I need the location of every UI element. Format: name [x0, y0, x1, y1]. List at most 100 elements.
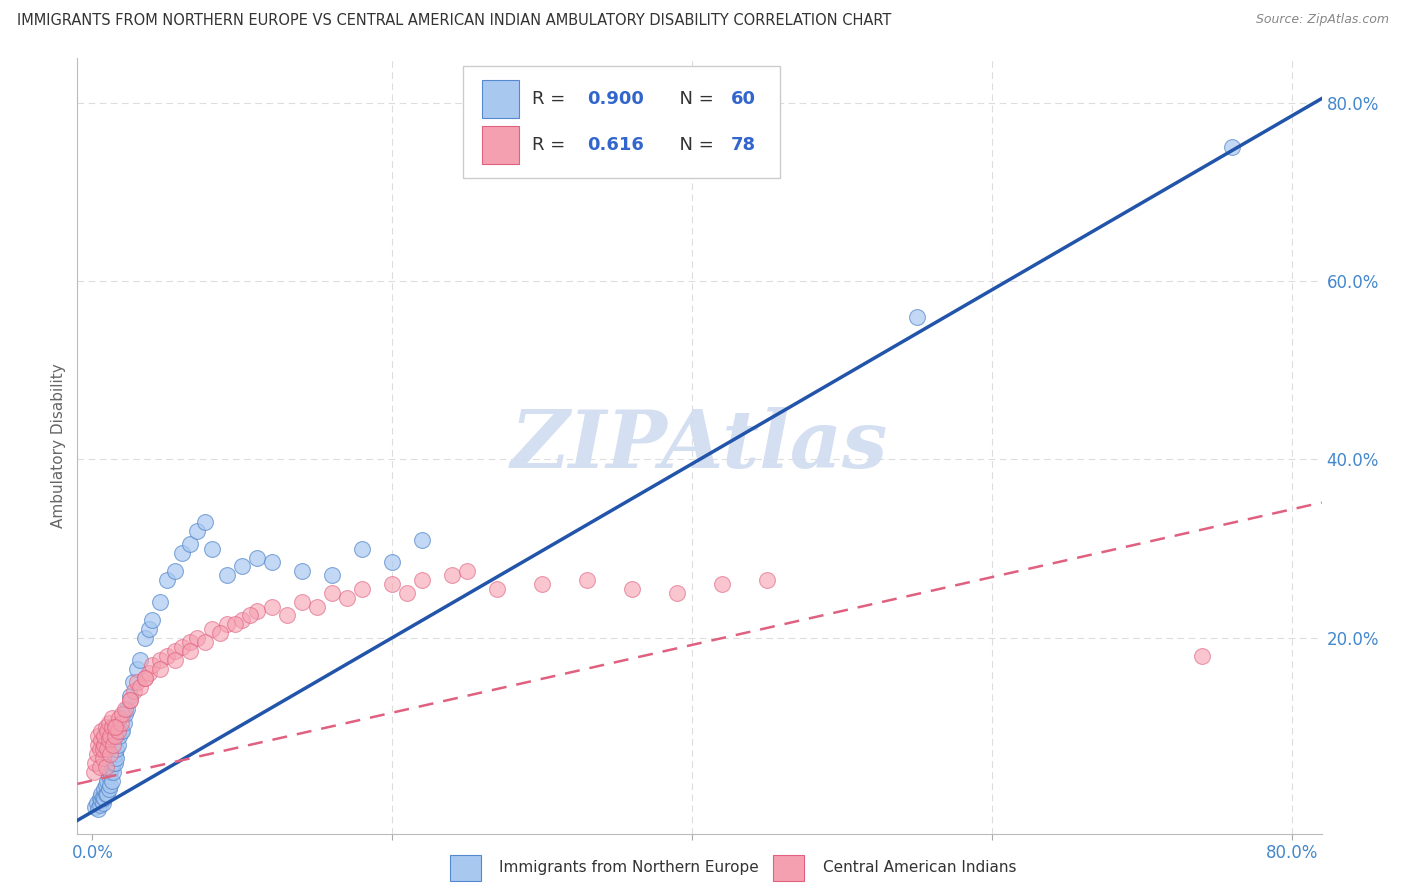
- Point: [90, 787, 112, 801]
- Point: [112, 715, 135, 730]
- Point: [97, 715, 120, 730]
- Point: [441, 568, 464, 582]
- Point: [321, 568, 343, 582]
- Point: [89, 798, 111, 813]
- Point: [276, 608, 298, 623]
- Point: [307, 599, 329, 614]
- Point: [89, 760, 111, 774]
- Text: N =: N =: [668, 90, 720, 108]
- Point: [531, 577, 554, 591]
- Point: [104, 720, 127, 734]
- Point: [179, 635, 201, 649]
- Point: [321, 586, 343, 600]
- Point: [336, 591, 359, 605]
- Point: [93, 791, 115, 805]
- Point: [118, 693, 141, 707]
- Point: [98, 764, 121, 779]
- Point: [101, 720, 124, 734]
- Point: [87, 802, 110, 816]
- Point: [224, 617, 246, 632]
- Point: [86, 747, 108, 761]
- Point: [179, 537, 201, 551]
- Point: [156, 573, 179, 587]
- Point: [666, 586, 689, 600]
- Point: [217, 617, 239, 632]
- Point: [94, 760, 117, 774]
- Point: [91, 796, 114, 810]
- Text: Source: ZipAtlas.com: Source: ZipAtlas.com: [1256, 13, 1389, 27]
- Text: R =: R =: [531, 136, 576, 154]
- Point: [104, 729, 127, 743]
- Point: [138, 622, 160, 636]
- Point: [141, 613, 163, 627]
- Point: [621, 582, 644, 596]
- Point: [208, 626, 231, 640]
- Point: [262, 599, 284, 614]
- Point: [141, 657, 163, 672]
- FancyBboxPatch shape: [482, 79, 519, 119]
- Point: [411, 533, 433, 547]
- Point: [149, 595, 172, 609]
- Point: [186, 524, 208, 538]
- Point: [201, 622, 224, 636]
- Point: [118, 693, 141, 707]
- Point: [94, 787, 117, 801]
- Point: [96, 742, 118, 756]
- Point: [98, 729, 121, 743]
- Point: [194, 635, 217, 649]
- Point: [194, 515, 217, 529]
- Point: [96, 773, 118, 788]
- Point: [163, 653, 186, 667]
- Point: [179, 644, 201, 658]
- Point: [83, 764, 105, 779]
- Point: [381, 555, 404, 569]
- Point: [108, 729, 131, 743]
- Point: [89, 742, 111, 756]
- Point: [103, 738, 125, 752]
- Point: [97, 769, 120, 783]
- Point: [105, 720, 128, 734]
- FancyBboxPatch shape: [482, 126, 519, 164]
- Point: [239, 608, 262, 623]
- Point: [163, 564, 186, 578]
- Point: [103, 756, 125, 770]
- Point: [96, 724, 118, 739]
- FancyBboxPatch shape: [463, 66, 780, 178]
- Point: [905, 310, 928, 324]
- Point: [104, 747, 127, 761]
- Point: [94, 720, 117, 734]
- Point: [90, 733, 112, 747]
- Point: [149, 653, 172, 667]
- Point: [291, 564, 314, 578]
- Point: [156, 648, 179, 663]
- Point: [127, 662, 149, 676]
- Y-axis label: Ambulatory Disability: Ambulatory Disability: [51, 364, 66, 528]
- Point: [87, 738, 110, 752]
- Point: [107, 738, 129, 752]
- Point: [138, 666, 160, 681]
- Point: [127, 675, 149, 690]
- Point: [129, 653, 152, 667]
- Point: [163, 644, 186, 658]
- Point: [262, 555, 284, 569]
- Text: N =: N =: [668, 136, 720, 154]
- Point: [134, 671, 156, 685]
- Point: [89, 791, 111, 805]
- Point: [352, 541, 374, 556]
- Point: [111, 706, 134, 721]
- Point: [110, 724, 132, 739]
- Text: Central American Indians: Central American Indians: [823, 861, 1017, 875]
- Point: [107, 724, 129, 739]
- Text: 0.900: 0.900: [588, 90, 644, 108]
- Point: [87, 729, 110, 743]
- Point: [101, 773, 124, 788]
- Point: [111, 724, 134, 739]
- Point: [118, 689, 141, 703]
- Point: [98, 747, 121, 761]
- Text: ZIPAtlas: ZIPAtlas: [510, 408, 889, 484]
- Point: [201, 541, 224, 556]
- Text: IMMIGRANTS FROM NORTHERN EUROPE VS CENTRAL AMERICAN INDIAN AMBULATORY DISABILITY: IMMIGRANTS FROM NORTHERN EUROPE VS CENTR…: [17, 13, 891, 29]
- Point: [105, 751, 128, 765]
- Text: 0.616: 0.616: [588, 136, 644, 154]
- Point: [97, 733, 120, 747]
